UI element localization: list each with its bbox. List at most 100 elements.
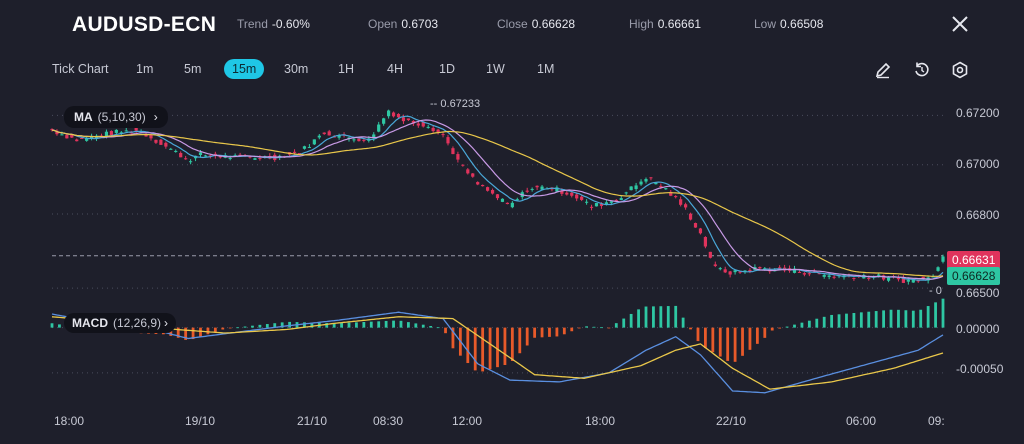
- macd-histogram-bar: [778, 327, 782, 329]
- candle-body: [421, 121, 425, 127]
- candle-body: [619, 198, 623, 201]
- chart-header: AUDUSD-ECN Trend -0.60% Open 0.6703 Close 0…: [0, 0, 1024, 50]
- macd-histogram-bar: [711, 327, 715, 353]
- candle-body: [867, 277, 871, 279]
- close-icon[interactable]: [950, 14, 970, 34]
- high-label: High: [629, 17, 654, 31]
- candle-body: [411, 120, 415, 124]
- macd-histogram-bar: [414, 323, 418, 328]
- macd-histogram-bar: [919, 309, 923, 328]
- macd-histogram-bar: [518, 327, 522, 354]
- x-tick-label: 18:00: [585, 414, 616, 428]
- candle-body: [248, 156, 252, 158]
- pencil-icon[interactable]: [874, 61, 892, 79]
- candle-body: [312, 139, 316, 145]
- candle-body: [748, 269, 752, 272]
- candle-body: [580, 196, 584, 200]
- tab-1m-month[interactable]: 1M: [537, 62, 555, 76]
- candle-body: [599, 204, 604, 206]
- macd-indicator-pill[interactable]: MACD (12,26,9) ›: [64, 313, 177, 333]
- candle-body: [134, 128, 138, 131]
- candle-body: [441, 134, 445, 136]
- macd-histogram-bar: [399, 320, 403, 328]
- tab-1m[interactable]: 1m: [136, 62, 154, 76]
- candle-body: [797, 271, 802, 273]
- candle-body: [372, 134, 376, 139]
- macd-histogram-bar: [555, 327, 559, 337]
- x-tick-label: 22/10: [716, 414, 747, 428]
- candle-body: [906, 279, 910, 282]
- macd-histogram-bar: [199, 327, 202, 337]
- tab-5m[interactable]: 5m: [184, 62, 202, 76]
- tab-tick-chart[interactable]: Tick Chart: [52, 62, 109, 76]
- candle-body: [758, 267, 762, 269]
- macd-histogram-bar: [941, 298, 945, 328]
- candle-body: [575, 194, 579, 199]
- tab-15m[interactable]: 15m: [224, 59, 265, 79]
- macd-histogram-bar: [191, 327, 195, 340]
- x-tick-label: 18:00: [54, 414, 85, 428]
- macd-histogram-bar: [213, 327, 217, 332]
- candle-body: [674, 196, 678, 198]
- candle-body: [832, 276, 836, 278]
- macd-histogram-bar: [800, 322, 804, 328]
- open-label: Open: [368, 17, 398, 31]
- settings-icon[interactable]: [951, 61, 969, 79]
- macd-histogram-bar: [332, 323, 336, 328]
- macd-histogram-bar: [585, 326, 588, 328]
- tab-4h[interactable]: 4H: [387, 62, 403, 76]
- candle-body: [471, 173, 475, 177]
- candle-body: [515, 199, 519, 201]
- macd-histogram-bar: [243, 326, 247, 328]
- candle-body: [456, 154, 460, 160]
- macd-histogram-bar: [384, 320, 388, 328]
- candle-body: [792, 268, 797, 273]
- high-stat: High 0.66661: [629, 17, 701, 31]
- macd-histogram-bar: [882, 310, 885, 328]
- macd-histogram-bar: [548, 327, 551, 337]
- low-value: 0.66508: [780, 17, 824, 31]
- macd-histogram-bar: [310, 322, 314, 328]
- tab-1h[interactable]: 1H: [338, 62, 354, 76]
- close-stat: Close 0.66628: [497, 17, 575, 31]
- macd-histogram-bar: [533, 327, 537, 338]
- candle-body: [80, 137, 84, 139]
- macd-histogram-bar: [681, 317, 685, 328]
- macd-histogram-bar: [770, 327, 774, 331]
- candle-body: [896, 277, 901, 280]
- x-tick-label: 06:00: [846, 414, 877, 428]
- macd-histogram-bar: [392, 320, 395, 328]
- x-tick-label: 19/10: [185, 414, 216, 428]
- tab-30m[interactable]: 30m: [284, 62, 309, 76]
- macd-histogram-bar: [228, 327, 232, 329]
- candle-body: [476, 182, 480, 185]
- ma-indicator-pill[interactable]: MA (5,10,30) ›: [64, 106, 168, 128]
- macd-histogram-bar: [874, 311, 878, 328]
- tab-1w[interactable]: 1W: [486, 62, 505, 76]
- macd-histogram-bar: [674, 305, 678, 328]
- macd-histogram-bar: [637, 309, 640, 328]
- candle-body: [481, 184, 485, 187]
- candle-body: [936, 267, 940, 271]
- candle-body: [302, 146, 307, 149]
- candle-body: [728, 271, 732, 275]
- candle-body: [203, 155, 208, 157]
- candle-body: [609, 201, 613, 203]
- candle-body: [693, 223, 698, 228]
- tab-1d[interactable]: 1D: [439, 62, 455, 76]
- candle-body: [377, 124, 381, 132]
- candle-body: [436, 129, 440, 133]
- low-stat: Low 0.66508: [754, 17, 823, 31]
- candle-body: [505, 202, 509, 205]
- candle-body: [624, 192, 628, 194]
- macd-histogram-bar: [659, 306, 663, 328]
- macd-histogram-bar: [540, 327, 544, 338]
- candle-body: [70, 134, 74, 138]
- reset-icon[interactable]: [913, 61, 931, 79]
- candle-body: [852, 277, 856, 279]
- candle-body: [124, 130, 128, 132]
- candle-body: [154, 139, 158, 143]
- candle-body: [882, 275, 886, 280]
- signal-line: [51, 316, 944, 390]
